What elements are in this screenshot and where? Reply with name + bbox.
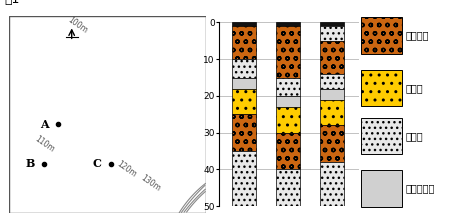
Bar <box>320 162 343 206</box>
Bar <box>320 125 343 162</box>
Bar <box>276 107 300 133</box>
Bar <box>232 88 256 114</box>
Bar <box>232 114 256 151</box>
Bar <box>232 26 256 59</box>
Bar <box>276 133 300 169</box>
Text: C: C <box>93 158 102 169</box>
Bar <box>232 151 256 206</box>
Text: B: B <box>26 158 35 169</box>
Bar <box>320 74 343 88</box>
Text: 110m: 110m <box>33 134 55 154</box>
Bar <box>320 26 343 41</box>
Text: 120m: 120m <box>116 159 138 179</box>
Text: A: A <box>40 118 48 130</box>
Text: 火山灰の層: 火山灰の層 <box>406 184 435 194</box>
FancyBboxPatch shape <box>361 70 402 106</box>
FancyBboxPatch shape <box>361 17 402 54</box>
Bar <box>276 26 300 78</box>
Text: 泥の層: 泥の層 <box>406 131 424 141</box>
Text: 図1: 図1 <box>5 0 20 6</box>
Bar <box>232 22 256 26</box>
Bar <box>276 78 300 96</box>
Text: 130m: 130m <box>139 173 162 193</box>
Bar <box>232 78 256 88</box>
Bar <box>276 169 300 206</box>
Bar <box>320 88 343 99</box>
Text: 100m: 100m <box>66 16 89 35</box>
Bar <box>320 22 343 26</box>
FancyBboxPatch shape <box>361 118 402 154</box>
Bar <box>232 59 256 78</box>
Text: 砂の層: 砂の層 <box>406 83 424 93</box>
Bar <box>320 99 343 125</box>
Text: 小石の層: 小石の層 <box>406 30 430 40</box>
Bar <box>276 96 300 107</box>
Bar <box>320 41 343 74</box>
FancyBboxPatch shape <box>361 170 402 207</box>
Bar <box>276 22 300 26</box>
